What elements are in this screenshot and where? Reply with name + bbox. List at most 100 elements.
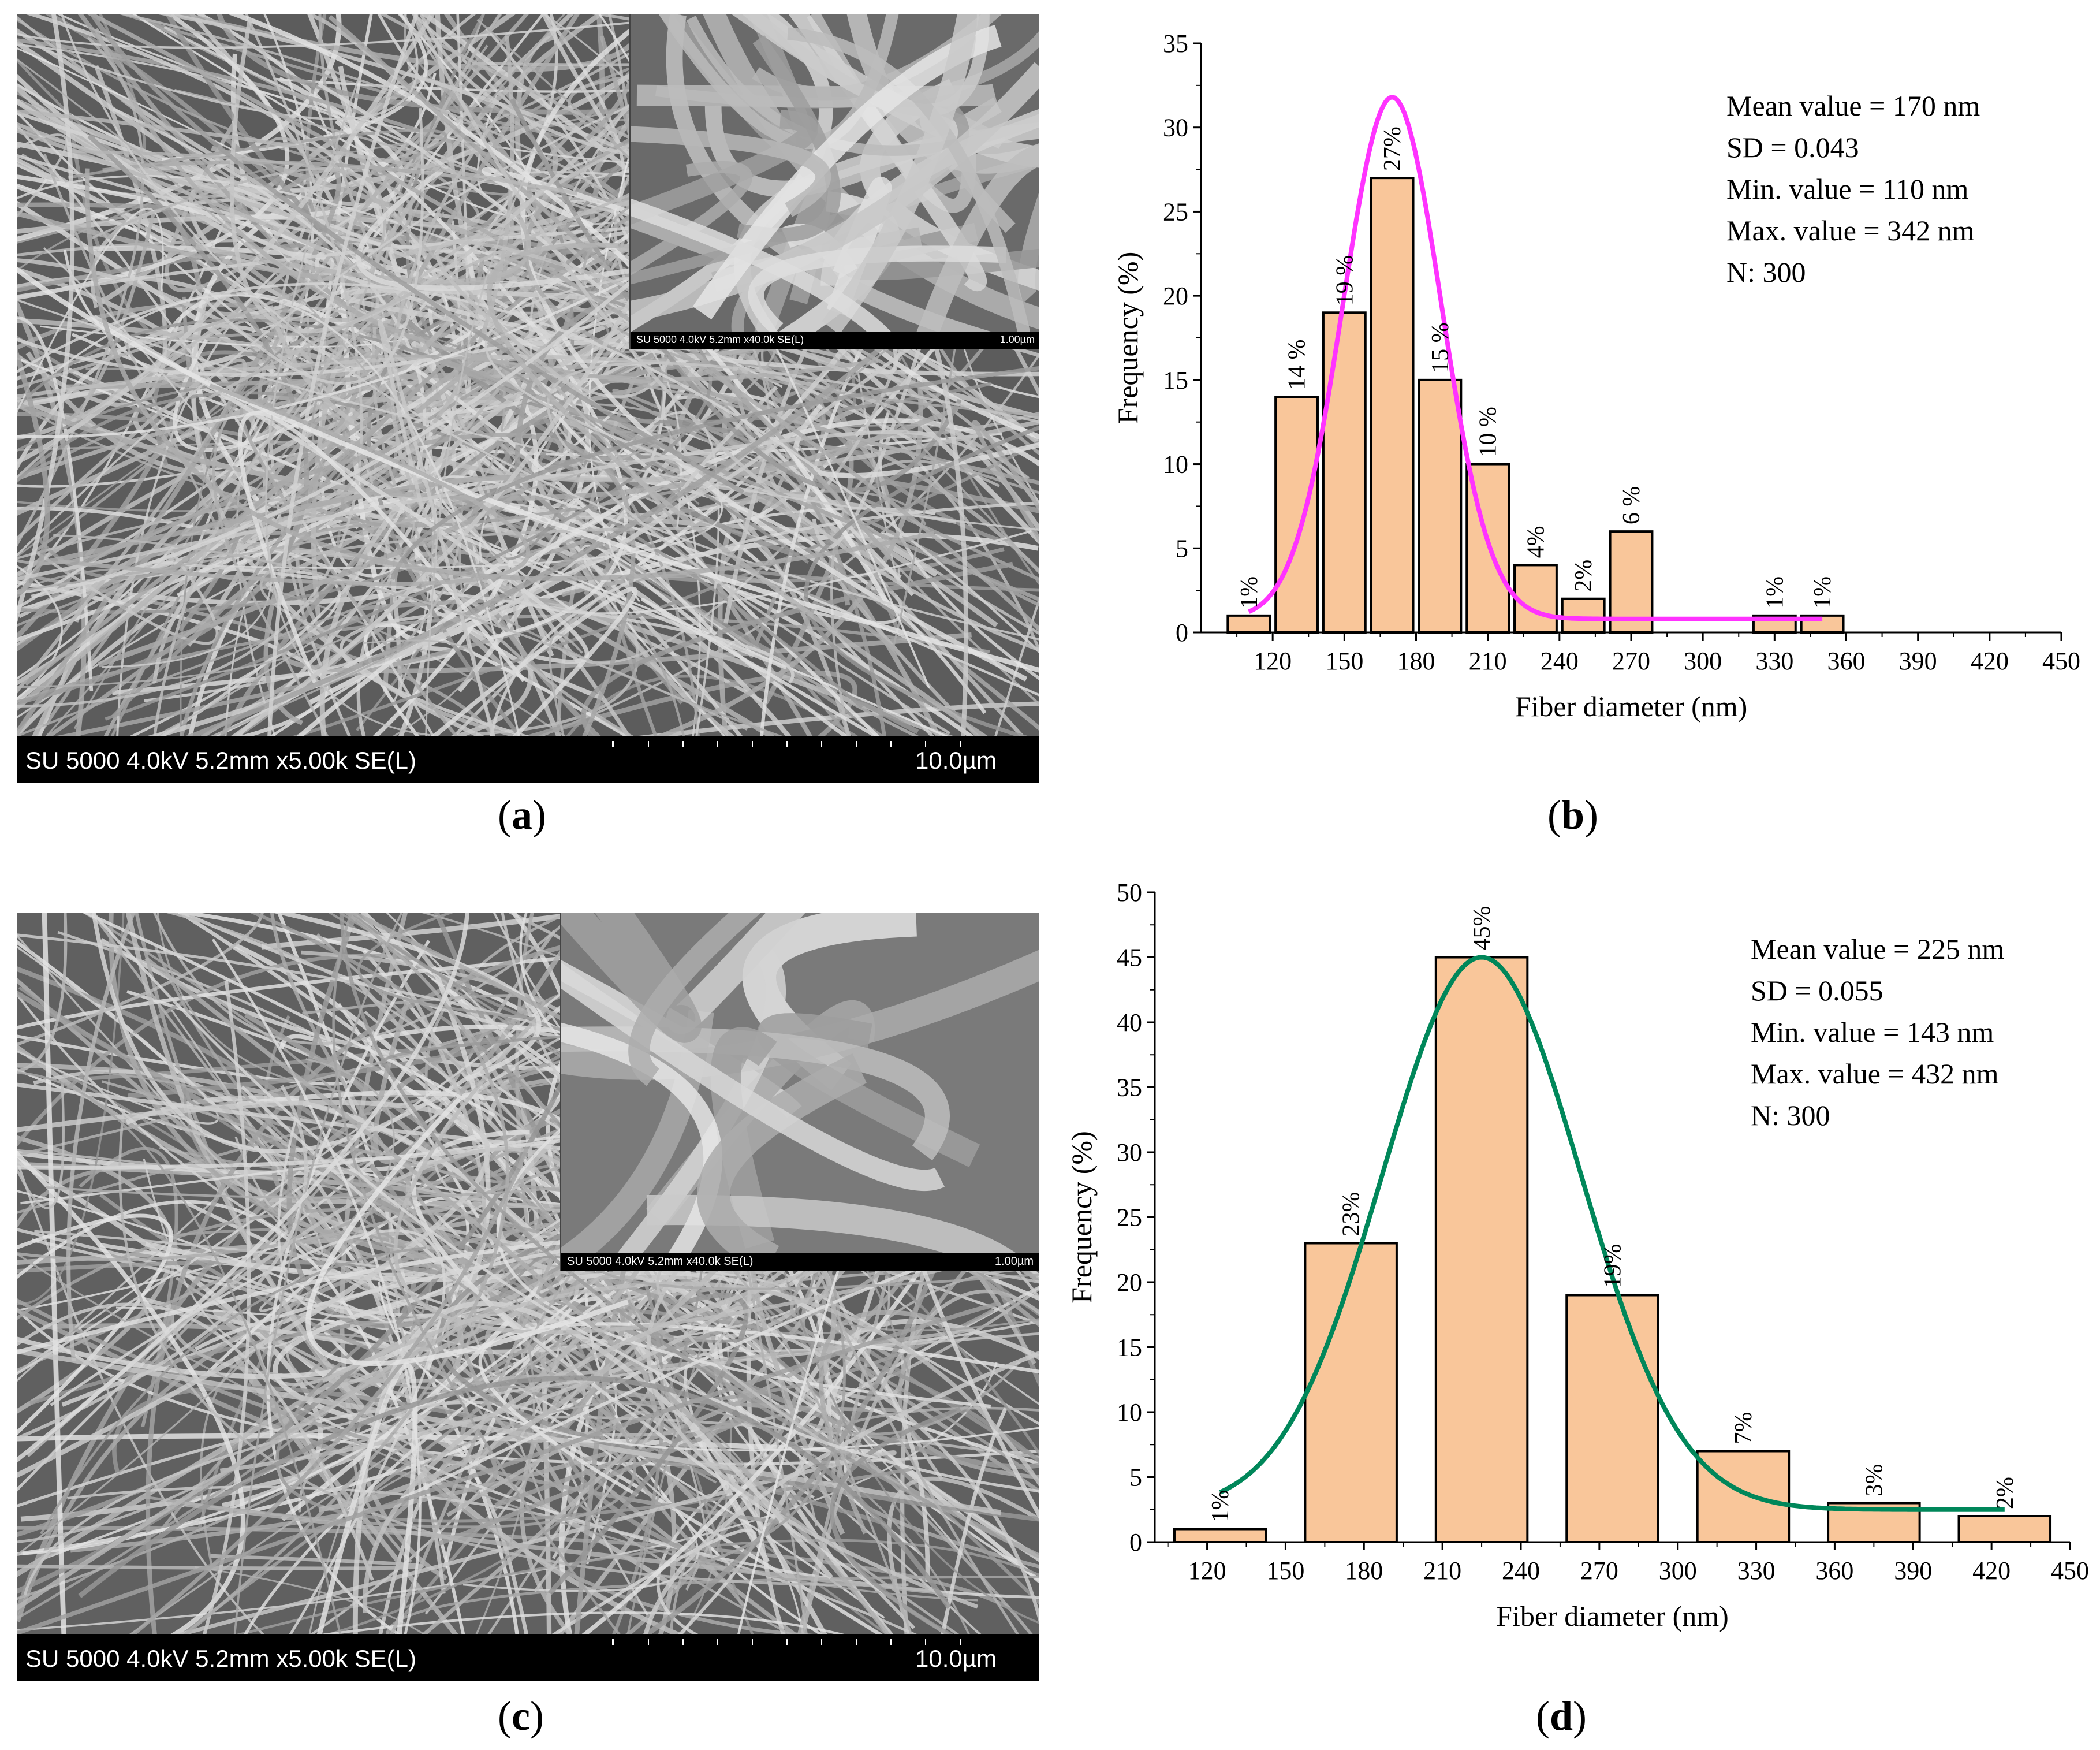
y-tick-label: 15 bbox=[1163, 366, 1188, 394]
stats-line: N: 300 bbox=[1726, 256, 1806, 288]
bar bbox=[1418, 378, 1463, 634]
x-axis-label: Fiber diameter (nm) bbox=[1496, 1600, 1729, 1632]
data-label: 6 % bbox=[1618, 486, 1645, 525]
panel-label-b: (b) bbox=[1547, 792, 1599, 838]
scale-text-a: 10.0µm bbox=[915, 747, 997, 774]
bar bbox=[1173, 1528, 1267, 1543]
y-axis-label: Frequency (%) bbox=[1111, 252, 1144, 425]
info-bar-a: SU 5000 4.0kV 5.2mm x5.00k SE(L) 10.0µm bbox=[17, 736, 1039, 783]
data-label: 14 % bbox=[1284, 340, 1311, 390]
bar bbox=[1226, 614, 1271, 634]
scale-bar-c bbox=[612, 1639, 961, 1645]
bar bbox=[1957, 1515, 2052, 1543]
bar bbox=[1304, 1242, 1398, 1543]
bar bbox=[1513, 564, 1558, 634]
inset-scale-text-a: 1.00µm bbox=[999, 334, 1035, 345]
stats-line: Min. value = 110 nm bbox=[1726, 173, 1968, 205]
x-tick-label: 210 bbox=[1423, 1557, 1461, 1585]
data-label: 4% bbox=[1523, 526, 1549, 558]
bar bbox=[1565, 1294, 1659, 1543]
x-tick-label: 180 bbox=[1345, 1557, 1383, 1585]
x-tick-label: 420 bbox=[1971, 647, 2009, 675]
bar bbox=[1800, 614, 1845, 634]
x-tick-label: 390 bbox=[1894, 1557, 1932, 1585]
sem-image-a: SU 5000 4.0kV 5.2mm x40.0k SE(L) 1.00µm … bbox=[17, 14, 1039, 783]
info-text-c: SU 5000 4.0kV 5.2mm x5.00k SE(L) bbox=[25, 1645, 416, 1672]
x-tick-label: 330 bbox=[1755, 647, 1793, 675]
x-tick-label: 450 bbox=[2051, 1557, 2089, 1585]
x-tick-label: 240 bbox=[1502, 1557, 1540, 1585]
data-label: 1% bbox=[1810, 576, 1836, 609]
stats-line: SD = 0.043 bbox=[1726, 131, 1859, 163]
inset-info-text-c: SU 5000 4.0kV 5.2mm x40.0k SE(L) bbox=[567, 1255, 754, 1268]
data-label: 19% bbox=[1600, 1244, 1627, 1289]
scale-bar-a bbox=[612, 741, 961, 747]
y-axis-label: Frequency (%) bbox=[1065, 1131, 1098, 1304]
bar bbox=[1322, 311, 1367, 634]
data-label: 27% bbox=[1379, 126, 1406, 171]
stats-line: Mean value = 225 nm bbox=[1751, 933, 2004, 965]
stats-line: SD = 0.055 bbox=[1751, 974, 1883, 1007]
info-bar-c: SU 5000 4.0kV 5.2mm x5.00k SE(L) 10.0µm bbox=[17, 1634, 1039, 1681]
y-tick-label: 15 bbox=[1117, 1334, 1142, 1362]
y-tick-label: 25 bbox=[1163, 198, 1188, 226]
fit-curve bbox=[1248, 95, 1823, 621]
x-tick-label: 180 bbox=[1397, 647, 1435, 675]
y-tick-label: 0 bbox=[1176, 619, 1188, 647]
y-tick-label: 20 bbox=[1163, 282, 1188, 310]
bar bbox=[1370, 177, 1415, 634]
x-tick-label: 120 bbox=[1254, 647, 1292, 675]
data-label: 3% bbox=[1861, 1464, 1888, 1496]
stats-line: N: 300 bbox=[1751, 1099, 1830, 1131]
bar bbox=[1561, 597, 1606, 634]
y-tick-label: 40 bbox=[1117, 1008, 1142, 1037]
inset-info-text-a: SU 5000 4.0kV 5.2mm x40.0k SE(L) bbox=[636, 334, 804, 345]
inset-info-bar-a: SU 5000 4.0kV 5.2mm x40.0k SE(L) 1.00µm bbox=[631, 332, 1039, 349]
x-tick-label: 270 bbox=[1580, 1557, 1618, 1585]
stats-line: Min. value = 143 nm bbox=[1751, 1016, 1994, 1048]
y-tick-label: 35 bbox=[1163, 29, 1188, 58]
x-tick-label: 360 bbox=[1815, 1557, 1853, 1585]
data-label: 45% bbox=[1469, 906, 1495, 951]
y-tick-label: 5 bbox=[1176, 534, 1188, 563]
y-tick-label: 45 bbox=[1117, 944, 1142, 972]
bar bbox=[1274, 396, 1319, 634]
data-label: 1% bbox=[1762, 576, 1788, 609]
info-text-a: SU 5000 4.0kV 5.2mm x5.00k SE(L) bbox=[25, 747, 416, 774]
data-label: 1% bbox=[1207, 1490, 1234, 1522]
fit-curve bbox=[1219, 955, 2005, 1512]
x-tick-label: 240 bbox=[1541, 647, 1579, 675]
bar bbox=[1609, 530, 1654, 634]
x-tick-label: 300 bbox=[1659, 1557, 1697, 1585]
x-tick-label: 270 bbox=[1612, 647, 1650, 675]
histogram-d: 0 5 10 15 20 25 30 35 40 45 50 120 150 180 210 240 270 30… bbox=[1065, 878, 2089, 1632]
sem-inset-c: SU 5000 4.0kV 5.2mm x40.0k SE(L) 1.00µm bbox=[560, 913, 1039, 1271]
panel-label-c: (c) bbox=[498, 1693, 544, 1739]
stats-line: Max. value = 432 nm bbox=[1751, 1058, 1999, 1090]
y-tick-label: 30 bbox=[1117, 1138, 1142, 1167]
data-label: 19 % bbox=[1331, 255, 1358, 306]
data-label: 15 % bbox=[1427, 322, 1454, 373]
data-label: 1% bbox=[1236, 576, 1263, 609]
panel-label-a: (a) bbox=[498, 792, 546, 838]
y-tick-label: 10 bbox=[1117, 1398, 1142, 1427]
x-tick-label: 300 bbox=[1684, 647, 1722, 675]
x-tick-label: 450 bbox=[2042, 647, 2080, 675]
y-tick-label: 20 bbox=[1117, 1268, 1142, 1297]
inset-info-bar-c: SU 5000 4.0kV 5.2mm x40.0k SE(L) 1.00µm bbox=[561, 1253, 1039, 1271]
panel-label-d: (d) bbox=[1536, 1693, 1587, 1739]
data-label: 2% bbox=[1571, 560, 1597, 592]
x-tick-label: 390 bbox=[1899, 647, 1937, 675]
y-tick-label: 10 bbox=[1163, 450, 1188, 479]
x-tick-label: 150 bbox=[1266, 1557, 1304, 1585]
x-tick-label: 210 bbox=[1469, 647, 1507, 675]
y-tick-label: 5 bbox=[1129, 1464, 1142, 1492]
sem-inset-a: SU 5000 4.0kV 5.2mm x40.0k SE(L) 1.00µm bbox=[629, 14, 1039, 349]
data-label: 23% bbox=[1338, 1192, 1365, 1237]
y-tick-label: 0 bbox=[1129, 1528, 1142, 1557]
inset-scale-text-c: 1.00µm bbox=[994, 1255, 1034, 1268]
x-tick-label: 150 bbox=[1325, 647, 1363, 675]
y-tick-label: 30 bbox=[1163, 114, 1188, 142]
y-tick-label: 25 bbox=[1117, 1204, 1142, 1232]
x-axis-label: Fiber diameter (nm) bbox=[1515, 690, 1748, 723]
